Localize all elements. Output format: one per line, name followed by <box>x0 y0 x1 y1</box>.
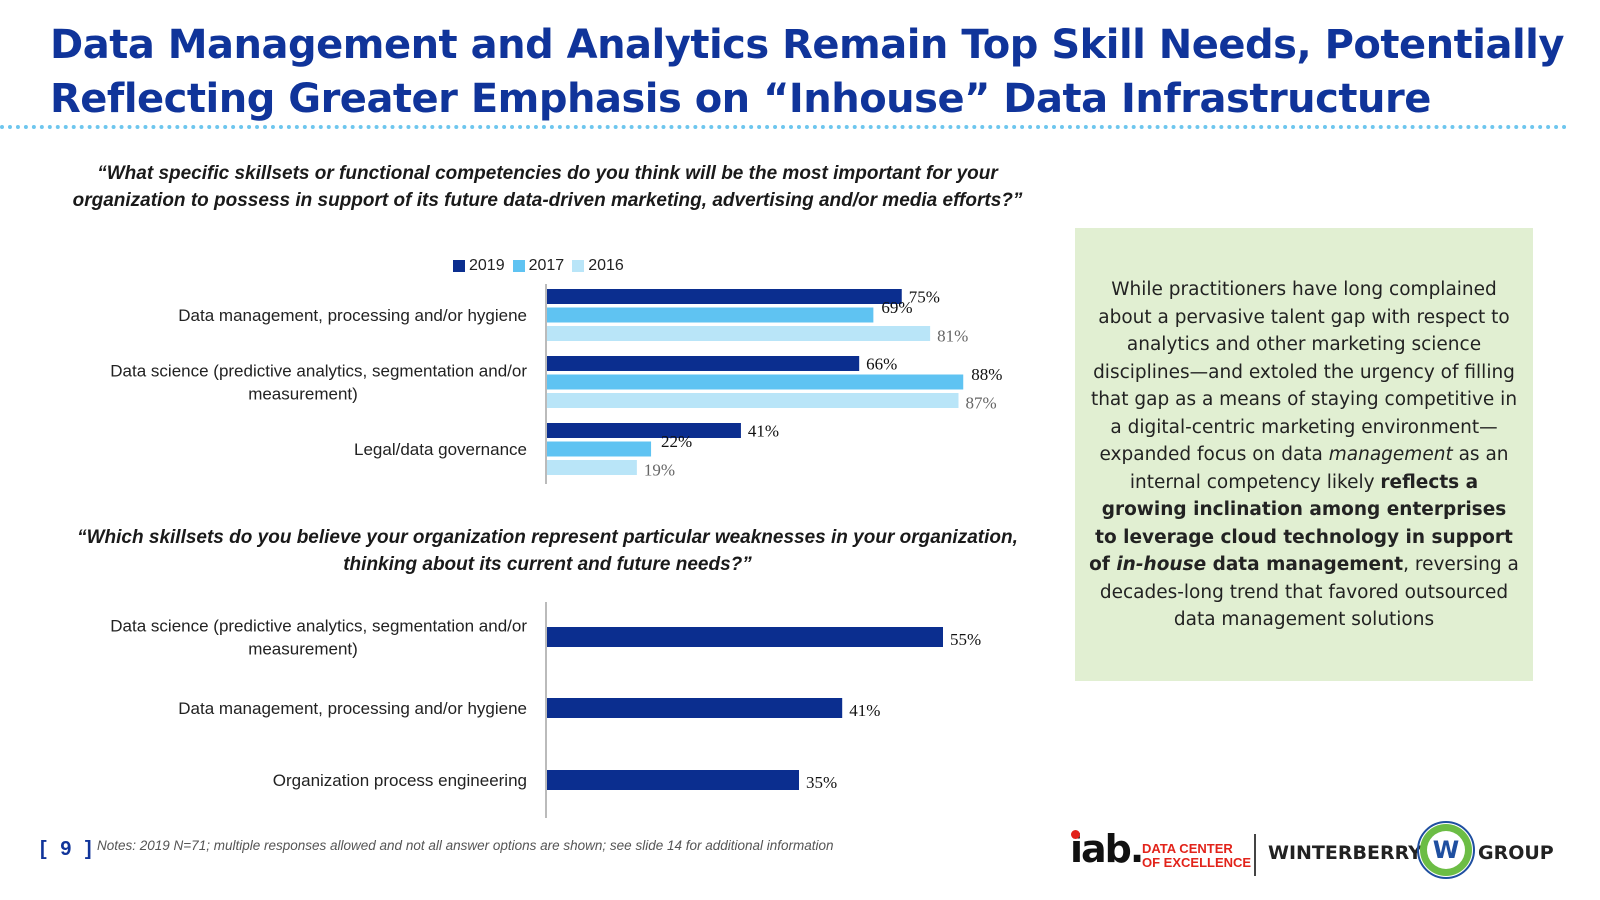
bar-charts: Data management, processing and/or hygie… <box>110 284 1002 818</box>
chart1-data-label-2016: 81% <box>937 327 968 346</box>
chart2-category-label: Data science (predictive analytics, segm… <box>110 617 527 636</box>
iab-logo-dot <box>1071 830 1080 839</box>
legend-swatch-2019 <box>453 260 465 272</box>
chart1-data-label-2017: 22% <box>661 432 692 451</box>
chart2-data-label-2019: 35% <box>806 773 837 792</box>
logo-divider <box>1254 834 1256 876</box>
data-center-of-excellence-logo: DATA CENTER OF EXCELLENCE <box>1142 842 1251 870</box>
dce-line-1: DATA CENTER <box>1142 841 1233 856</box>
chart1-bar-2019 <box>547 423 741 438</box>
chart1-data-label-2019: 41% <box>748 422 779 441</box>
chart1-bar-2016 <box>547 326 931 341</box>
page-title: Data Management and Analytics Remain Top… <box>50 18 1564 126</box>
insight-text-1: While practitioners have long complained… <box>1090 279 1518 465</box>
chart2-data-label-2019: 41% <box>849 701 880 720</box>
chart1-category-label: Legal/data governance <box>354 440 527 459</box>
insight-text-7: , reversing a decades-long trend that fa… <box>1099 554 1519 630</box>
chart1-bar-2017 <box>547 307 874 323</box>
chart2-bar-2019 <box>547 770 799 790</box>
legend-swatch-2017 <box>512 260 525 272</box>
insight-box: While practitioners have long complained… <box>1075 228 1533 681</box>
iab-logo: iab. <box>1070 827 1144 871</box>
chart1-category-label: Data science (predictive analytics, segm… <box>110 362 527 381</box>
title-divider <box>0 125 1568 129</box>
chart2-category-label: measurement) <box>248 640 358 659</box>
chart2-category-label: Data management, processing and/or hygie… <box>178 699 527 718</box>
chart2-data-label-2019: 55% <box>950 630 981 649</box>
chart1-bar-2016 <box>547 460 637 475</box>
title-line-1: Data Management and Analytics Remain Top… <box>50 22 1564 68</box>
legend-label-2019: 2019 <box>469 257 505 274</box>
insight-text-3: as an internal competency likely <box>1129 444 1509 493</box>
page-number: [ 9 ] <box>40 838 96 860</box>
chart1-bar-2017 <box>547 441 652 457</box>
chart1-data-label-2017: 88% <box>971 365 1002 384</box>
chart2-bar-2019 <box>547 698 843 718</box>
chart1-data-label-2017: 69% <box>881 298 912 317</box>
insight-text-2: management <box>1328 444 1453 465</box>
legend-label-2016: 2016 <box>588 257 624 274</box>
title-line-2: Reflecting Greater Emphasis on “Inhouse”… <box>50 76 1431 122</box>
legend-item-2016: 2016 <box>572 257 624 275</box>
chart2-category-label: Organization process engineering <box>273 771 527 790</box>
chart1-category-label: measurement) <box>248 385 358 404</box>
w-logo-ring <box>1417 821 1475 879</box>
chart1-data-label-2016: 87% <box>966 394 997 413</box>
chart1-bar-2017 <box>547 374 964 390</box>
chart2-bar-2019 <box>547 627 943 647</box>
chart1-bar-2019 <box>547 289 902 304</box>
legend-item-2019: 2019 <box>453 257 505 275</box>
legend-item-2017: 2017 <box>512 257 565 275</box>
insight-text-6: data management <box>1206 554 1404 575</box>
question-2: “Which skillsets do you believe your org… <box>77 527 1018 575</box>
insight-text-5: in-house <box>1116 554 1207 575</box>
chart1-data-label-2019: 66% <box>866 355 897 374</box>
chart1-category-label: Data management, processing and/or hygie… <box>178 306 527 325</box>
footer-logos: iab. DATA CENTER OF EXCELLENCE WINTERBER… <box>1068 821 1558 880</box>
legend-swatch-2016 <box>572 260 585 272</box>
chart-legend: 2019 2017 2016 <box>453 255 624 277</box>
chart1-data-label-2016: 19% <box>644 461 675 480</box>
insight-text-4: reflects a growing inclination among ent… <box>1089 471 1513 576</box>
winterberry-wordmark: WINTERBERRY <box>1268 842 1422 864</box>
legend-label-2017: 2017 <box>528 257 565 274</box>
dce-line-2: OF EXCELLENCE <box>1142 855 1252 870</box>
chart1-data-label-2019: 75% <box>909 288 940 307</box>
winterberry-w-logo: W <box>1417 821 1475 879</box>
chart1-bar-2019 <box>547 356 860 371</box>
question-1: “What specific skillsets or functional c… <box>72 163 1023 211</box>
chart1-bar-2016 <box>547 393 959 408</box>
footnote: Notes: 2019 N=71; multiple responses all… <box>97 838 834 853</box>
group-wordmark: GROUP <box>1478 842 1554 864</box>
